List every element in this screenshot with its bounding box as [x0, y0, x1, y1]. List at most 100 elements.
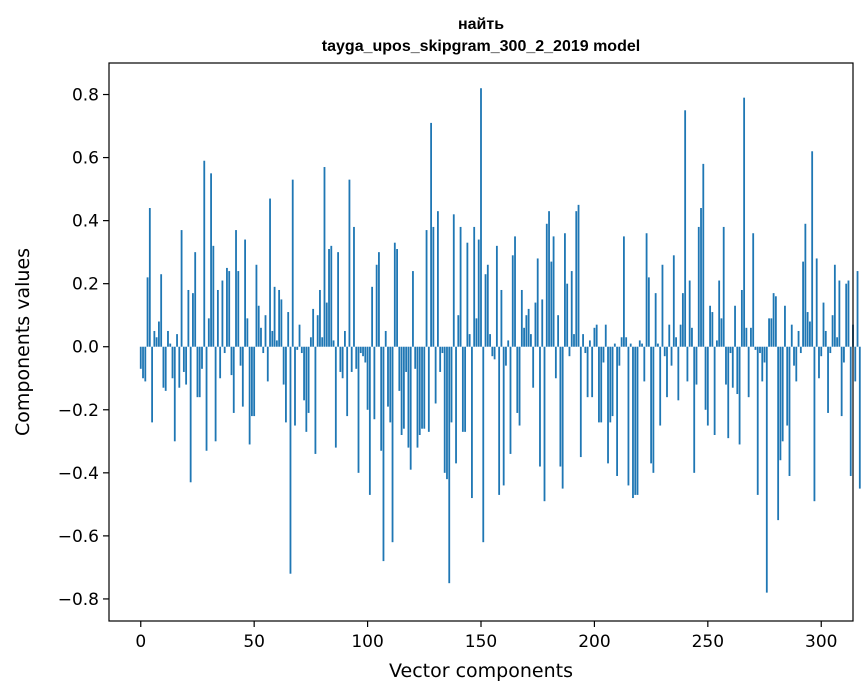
- bar: [659, 346, 662, 426]
- bar: [448, 346, 451, 584]
- bar: [289, 346, 292, 574]
- bar: [452, 214, 455, 347]
- bar: [781, 346, 784, 442]
- bar: [264, 315, 267, 347]
- bar: [772, 293, 775, 347]
- bar: [405, 346, 408, 372]
- bar: [339, 346, 342, 372]
- bar: [663, 346, 666, 357]
- bar: [677, 346, 680, 401]
- bar: [387, 346, 389, 407]
- bar: [480, 88, 482, 347]
- bar: [346, 346, 349, 417]
- bar: [523, 327, 525, 347]
- bar: [838, 280, 841, 347]
- bar: [486, 264, 489, 347]
- bar: [475, 318, 478, 347]
- bar: [303, 346, 305, 401]
- bar: [525, 315, 528, 347]
- bar: [561, 346, 564, 489]
- bar: [446, 346, 448, 480]
- bar: [636, 346, 639, 495]
- bar: [418, 346, 421, 435]
- bar: [806, 312, 809, 347]
- bar: [536, 258, 539, 347]
- bar: [169, 343, 172, 347]
- bar: [729, 346, 732, 354]
- bar: [380, 346, 383, 451]
- bar: [146, 277, 149, 347]
- x-tick-label: 100: [351, 632, 383, 652]
- bar: [670, 346, 673, 366]
- bar: [793, 346, 795, 366]
- bar: [382, 346, 385, 562]
- bar: [602, 346, 605, 363]
- bar: [477, 239, 480, 347]
- bar: [144, 346, 147, 382]
- bar: [813, 346, 816, 502]
- bar: [155, 337, 158, 347]
- bar: [237, 271, 240, 347]
- bar: [743, 97, 746, 347]
- bar: [824, 330, 827, 347]
- bar: [142, 346, 144, 379]
- bar: [797, 330, 800, 347]
- bar: [500, 289, 503, 347]
- bars-layer: [139, 88, 861, 593]
- bar: [182, 346, 185, 372]
- bar: [495, 245, 498, 347]
- bar: [618, 346, 621, 366]
- bar: [216, 289, 219, 347]
- bar: [178, 346, 181, 388]
- bar: [300, 346, 303, 354]
- bar: [520, 289, 523, 347]
- bar: [196, 346, 199, 398]
- bar: [511, 255, 514, 347]
- bar: [278, 289, 281, 347]
- bar: [645, 233, 648, 347]
- bar: [455, 346, 457, 464]
- bar: [788, 346, 791, 476]
- bar: [321, 337, 324, 347]
- bar: [784, 305, 786, 347]
- bar: [679, 324, 682, 347]
- bar: [713, 346, 716, 435]
- bar: [550, 261, 553, 347]
- bar: [802, 261, 804, 347]
- bar: [845, 283, 848, 347]
- bar: [296, 346, 299, 350]
- bar: [316, 315, 319, 347]
- bar: [568, 346, 571, 357]
- bar: [434, 346, 437, 404]
- bar: [697, 226, 700, 347]
- bar: [461, 346, 464, 432]
- y-axis-label: Components values: [12, 248, 34, 436]
- bar: [809, 321, 811, 347]
- bar: [391, 346, 394, 543]
- bar: [473, 226, 476, 347]
- bar: [180, 230, 183, 347]
- y-tick-label: −0.2: [58, 401, 99, 421]
- bar: [275, 340, 278, 347]
- bar: [194, 252, 197, 347]
- bar: [593, 327, 596, 347]
- bar: [666, 346, 668, 398]
- y-tick-label: 0.8: [72, 86, 99, 106]
- bar: [854, 346, 857, 382]
- bar: [554, 346, 557, 379]
- bar: [232, 346, 235, 413]
- bar: [681, 293, 684, 347]
- bar: [548, 211, 550, 347]
- bar: [323, 167, 326, 347]
- bar: [450, 346, 453, 423]
- bar: [688, 280, 691, 347]
- bar: [210, 173, 212, 347]
- bar: [700, 208, 702, 347]
- bar: [727, 346, 730, 439]
- bar: [716, 340, 718, 347]
- bar: [657, 343, 659, 347]
- x-tick-label: 300: [805, 632, 837, 652]
- bar: [695, 346, 698, 385]
- bar: [641, 343, 643, 347]
- bar: [294, 346, 296, 426]
